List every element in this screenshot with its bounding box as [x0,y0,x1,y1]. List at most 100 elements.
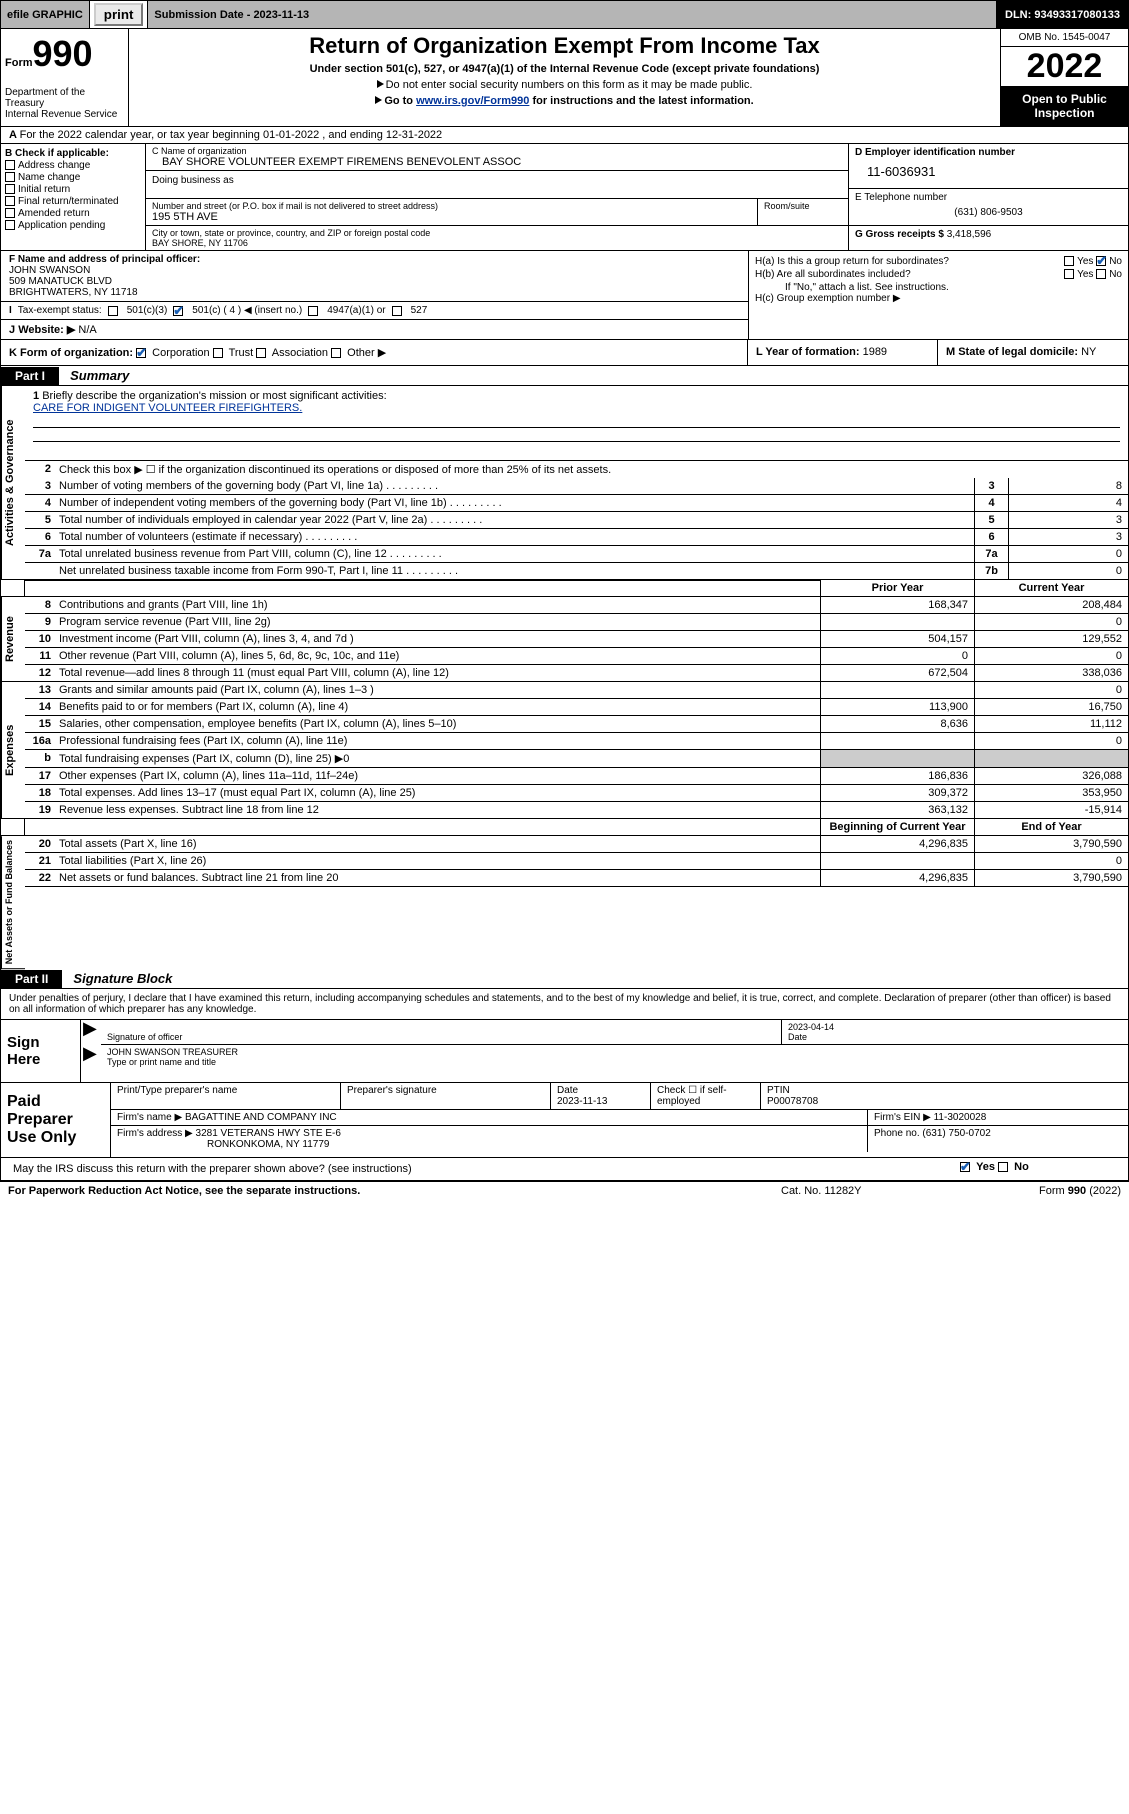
chk-address[interactable]: Address change [5,160,141,171]
discuss-text: May the IRS discuss this return with the… [9,1161,960,1177]
row-k-l-m: K Form of organization: Corporation Trus… [1,340,1128,366]
prior-current-header: Prior Year Current Year [1,580,1128,597]
ha-yes[interactable] [1064,256,1074,266]
side-revenue: Revenue [1,597,25,682]
chk-initial[interactable]: Initial return [5,184,141,195]
part1-hdr: Part I [1,367,59,385]
signer-name-label: Type or print name and title [107,1057,216,1067]
c10: 129,552 [974,631,1128,647]
subtitle-2: Do not enter social security numbers on … [137,79,992,91]
chk-other[interactable] [331,348,341,358]
city-label: City or town, state or province, country… [152,228,842,238]
p10: 504,157 [820,631,974,647]
chk-assoc[interactable] [256,348,266,358]
l7b: Net unrelated business taxable income fr… [55,563,974,579]
chk-527[interactable] [392,306,402,316]
l11: Other revenue (Part VIII, column (A), li… [55,648,820,664]
irs-link[interactable]: www.irs.gov/Form990 [416,95,529,107]
l20: Total assets (Part X, line 16) [55,836,820,852]
form-title: Return of Organization Exempt From Incom… [137,33,992,59]
col-b-checkboxes: B Check if applicable: Address change Na… [1,144,146,250]
lbl-4947: 4947(a)(1) or [327,305,385,316]
ptin-hdr: PTIN [767,1085,790,1096]
p21 [820,853,974,869]
line-1-mission: 1 Briefly describe the organization's mi… [25,386,1128,461]
l8: Contributions and grants (Part VIII, lin… [55,597,820,613]
firm-addr-lbl: Firm's address ▶ [117,1128,193,1139]
chk-501c3[interactable] [108,306,118,316]
mission-text[interactable]: CARE FOR INDIGENT VOLUNTEER FIREFIGHTERS… [33,402,302,414]
fij-left: F Name and address of principal officer:… [1,251,748,339]
l16a: Professional fundraising fees (Part IX, … [55,733,820,749]
sig-officer-label: Signature of officer [107,1032,182,1042]
officer-addr2: BRIGHTWATERS, NY 11718 [9,287,138,298]
c8: 208,484 [974,597,1128,613]
paid-label: Paid Preparer Use Only [1,1083,111,1157]
chk-corp[interactable] [136,348,146,358]
p13 [820,682,974,698]
arrow-icon [377,80,384,88]
discuss-yes[interactable] [960,1162,970,1172]
side-expenses: Expenses [1,682,25,819]
chk-4947[interactable] [308,306,318,316]
l-year: L Year of formation: 1989 [748,340,938,365]
firm-ein: 11-3020028 [934,1112,987,1123]
ha-no[interactable] [1096,256,1106,266]
v7b: 0 [1008,563,1128,579]
discuss-no[interactable] [998,1162,1008,1172]
f-label: F Name and address of principal officer: [9,254,200,265]
officer-addr1: 509 MANATUCK BLVD [9,276,112,287]
chk-final[interactable]: Final return/terminated [5,196,141,207]
c12: 338,036 [974,665,1128,681]
prep-date-hdr: Date [557,1085,578,1096]
p19: 363,132 [820,802,974,818]
l9: Program service revenue (Part VIII, line… [55,614,820,630]
c15: 11,112 [974,716,1128,732]
c14: 16,750 [974,699,1128,715]
chk-trust[interactable] [213,348,223,358]
print-button[interactable]: print [94,3,144,26]
city-value: BAY SHORE, NY 11706 [152,238,842,248]
chk-name[interactable]: Name change [5,172,141,183]
hdr-current: Current Year [974,580,1128,596]
e-phone-label: E Telephone number [855,192,1122,203]
page-footer: For Paperwork Reduction Act Notice, see … [0,1182,1129,1200]
hdr-prior: Prior Year [820,580,974,596]
v5: 3 [1008,512,1128,528]
i-label: Tax-exempt status: [18,305,102,316]
row-a-period: A For the 2022 calendar year, or tax yea… [1,127,1128,144]
form-word: Form [5,57,33,69]
p16a [820,733,974,749]
l18: Total expenses. Add lines 13–17 (must eq… [55,785,820,801]
open-inspection: Open to Public Inspection [1001,86,1128,126]
hc-label: H(c) Group exemption number ▶ [755,293,1122,304]
chk-application[interactable]: Application pending [5,220,141,231]
p17: 186,836 [820,768,974,784]
chk-501c[interactable] [173,306,183,316]
dba-label: Doing business as [146,171,848,199]
v6: 3 [1008,529,1128,545]
ha-label: H(a) Is this a group return for subordin… [755,256,949,267]
sig-date-label: Date [788,1032,807,1042]
hb-yes[interactable] [1064,269,1074,279]
ptin-val: P00078708 [767,1096,818,1107]
row-f-i-j-h: F Name and address of principal officer:… [1,251,1128,340]
room-label: Room/suite [758,199,848,226]
j-website: J Website: ▶ N/A [1,320,748,339]
l21: Total liabilities (Part X, line 26) [55,853,820,869]
hdr-eoy: End of Year [974,819,1128,835]
sub2-text: Do not enter social security numbers on … [386,79,753,91]
chk-amended[interactable]: Amended return [5,208,141,219]
pra-notice: For Paperwork Reduction Act Notice, see … [8,1185,781,1197]
omb-number: OMB No. 1545-0047 [1001,29,1128,47]
expenses-section: Expenses 13Grants and similar amounts pa… [1,682,1128,819]
c20: 3,790,590 [974,836,1128,852]
v3: 8 [1008,478,1128,494]
l17: Other expenses (Part IX, column (A), lin… [55,768,820,784]
p20: 4,296,835 [820,836,974,852]
hb-no[interactable] [1096,269,1106,279]
summary-governance: Activities & Governance 1 Briefly descri… [1,386,1128,580]
j-label: Website: ▶ [18,324,75,336]
bal-header: Beginning of Current Year End of Year [1,819,1128,836]
col-c-name-addr: C Name of organization BAY SHORE VOLUNTE… [146,144,848,250]
